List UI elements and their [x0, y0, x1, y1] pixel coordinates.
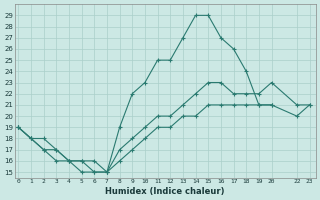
X-axis label: Humidex (Indice chaleur): Humidex (Indice chaleur)	[106, 187, 225, 196]
